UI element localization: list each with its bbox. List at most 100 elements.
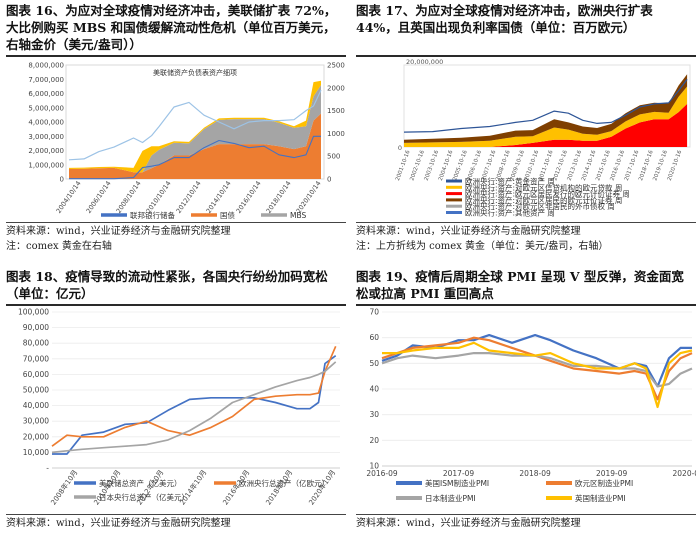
x-tick-label: 2016-10-16 — [610, 149, 627, 182]
y-tick-label: 4,000,000 — [28, 119, 64, 127]
panel-ecb-balance-sheet: 图表 17、为应对全球疫情对经济冲击，欧洲央行扩表 44%，且英国出现负利率国债… — [356, 2, 696, 253]
x-tick-label: 2010/10/14 — [145, 180, 173, 215]
y-tick-label: 40,000 — [23, 401, 49, 410]
legend-label: 欧洲央行:资产:对欧元区非居民的外币债权 周 — [465, 201, 615, 211]
legend-swatch — [191, 213, 217, 217]
legend-label: 联邦银行储备 — [130, 210, 175, 220]
x-tick-label: 2017-09 — [443, 469, 475, 478]
legend-swatch — [101, 213, 127, 217]
x-tick-label: 2020-09 — [673, 469, 696, 478]
legend-label: 欧洲央行:资产:对欧元区信贷机构的欧元贷款 周 — [465, 182, 622, 192]
x-tick-label: 2001-10-16 — [395, 149, 412, 182]
chart-ecb-balance-sheet: 0 20,000,000 2001-10-162002-10-162003-10-1… — [395, 58, 691, 218]
legend-swatch — [546, 481, 572, 485]
legend-label: 欧元区制造业PMI — [575, 478, 633, 488]
legend-label: 欧洲央行总资产（亿欧元） — [239, 478, 329, 488]
y-tick-label: 20,000 — [23, 432, 49, 441]
title-rule — [6, 304, 346, 306]
x-tick-label: 2016/10/14 — [235, 180, 263, 215]
panel-title: 图表 16、为应对全球疫情对经济冲击，美联储扩表 72%，大比例购买 MBS 和… — [6, 3, 337, 52]
y-tick-label: 8,000,000 — [28, 62, 64, 70]
y-tick-label: 70 — [369, 308, 379, 317]
x-tick-label: 2019-10-16 — [652, 149, 669, 182]
series-line-英国制造业PMI — [382, 341, 693, 409]
source-rule — [356, 514, 696, 515]
y-tick-label: 60,000 — [23, 370, 49, 379]
legend-swatch — [446, 179, 462, 183]
x-tick-label: 2004/10/14 — [55, 180, 83, 215]
legend-label: 欧洲央行:资产:黄金资产 周 — [465, 176, 555, 186]
y-tick-label: - — [46, 464, 49, 473]
series-line-美国ISM制造业PMI — [381, 334, 692, 388]
area-MBS — [69, 85, 321, 173]
y-tick-label: 100,000 — [18, 308, 49, 317]
y-tick-label: 40 — [369, 385, 379, 394]
x-tick-label: 2014-10-16 — [581, 149, 598, 182]
series-line-comex黄金 — [68, 89, 322, 161]
x-tick-label: 2008年10月 — [49, 468, 80, 507]
y-tick-label: 0 — [60, 176, 64, 184]
y2-tick-label: 2000 — [327, 84, 345, 92]
x-tick-label: 2020/10/14 — [295, 180, 323, 215]
series-line-欧洲央行总资产（亿欧元） — [51, 345, 337, 447]
title-rule — [6, 55, 346, 57]
legend-swatch — [214, 481, 236, 485]
source-note: 资料来源：wind，兴业证券经济与金融研究院整理 — [356, 518, 581, 529]
series-line-comex黄金 — [403, 79, 688, 133]
series-line-欧元区制造业PMI — [381, 336, 693, 401]
legend-label: 国债 — [220, 210, 235, 220]
x-tick-label: 2006/10/14 — [85, 180, 113, 215]
series-line-联邦银行储备 — [69, 135, 321, 180]
area-欧元区居民欧元计价证券 — [404, 103, 688, 147]
legend-label: 欧洲央行:资产:欧元区居民发行的欧元计价证券 周 — [465, 189, 630, 199]
legend-label: 欧洲央行:资产:其他资产 周 — [465, 208, 555, 218]
source-rule — [6, 222, 346, 223]
y-tick-label: 10,000 — [23, 448, 49, 457]
x-tick-label: 2002-10-16 — [409, 149, 426, 182]
legend-swatch — [446, 211, 462, 214]
y-tick-label: 70,000 — [23, 354, 49, 363]
legend-swatch — [396, 496, 422, 500]
series-line-美联储总资产（亿美元） — [52, 355, 337, 455]
area-其他资产 — [404, 74, 688, 143]
legend-swatch — [546, 496, 572, 500]
panel-title: 图表 19、疫情后周期全球 PMI 呈现 V 型反弹，资金面宽松或拉高 PMI … — [356, 269, 684, 301]
legend-label: 日本央行总资产（亿美元） — [99, 492, 189, 502]
y2-tick-label: 1000 — [327, 130, 345, 138]
y2-tick-label: 2500 — [327, 62, 345, 70]
x-tick-label: 2019-09 — [596, 469, 628, 478]
x-tick-label: 2008/10/14 — [115, 180, 143, 215]
source-note: 资料来源：wind，兴业证券经济与金融研究院整理 — [356, 226, 581, 237]
footnote: 注：上方折线为 comex 黄金（单位：美元/盎司，右轴） — [356, 241, 609, 252]
legend-swatch — [396, 481, 422, 485]
y-tick-label: 50 — [369, 359, 379, 368]
x-tick-label: 2003-10-16 — [424, 149, 441, 182]
chart-fed-balance-sheet: 美联储资产负债表资产细项 0 1,000,000 2,000,000 3,000,000… — [28, 62, 345, 221]
x-tick-label: 2013-10-16 — [567, 149, 584, 182]
footnote: 注：comex 黄金在右轴 — [6, 241, 112, 252]
area-国债 — [69, 113, 321, 179]
x-tick-label: 2018-10-16 — [638, 149, 655, 182]
legend-label: 英国制造业PMI — [575, 493, 626, 503]
legend-label: 美国ISM制造业PMI — [425, 478, 489, 488]
x-tick-label: 2014/10/14 — [205, 180, 233, 215]
y-tick-label: 6,000,000 — [28, 90, 64, 98]
y2-tick-label: 0 — [327, 176, 331, 184]
panel-fed-balance-sheet: 图表 16、为应对全球疫情对经济冲击，美联储扩表 72%，大比例购买 MBS 和… — [6, 2, 346, 253]
x-tick-label: 2004-10-16 — [438, 149, 455, 182]
chart-title: 美联储资产负债表资产细项 — [153, 68, 237, 77]
legend-swatch — [74, 481, 96, 485]
legend-swatch — [446, 198, 462, 202]
legend-swatch — [74, 495, 96, 499]
source-rule — [356, 222, 696, 223]
source-note: 资料来源：wind，兴业证券经济与金融研究院整理 — [6, 226, 231, 237]
chart-global-pmi: 10 20 30 40 50 60 70 2016-09 2017-09 2018-09 2019-… — [366, 308, 696, 504]
legend-swatch — [446, 185, 462, 189]
legend-swatch — [261, 213, 287, 217]
y-tick-label: 50,000 — [23, 386, 49, 395]
x-tick-label: 2018-09 — [519, 469, 551, 478]
series-line-日本制造业PMI — [381, 351, 693, 388]
y-tick-label: 1,000,000 — [28, 161, 64, 169]
y-tick-label: 90,000 — [23, 323, 49, 332]
legend-swatch — [446, 192, 462, 196]
